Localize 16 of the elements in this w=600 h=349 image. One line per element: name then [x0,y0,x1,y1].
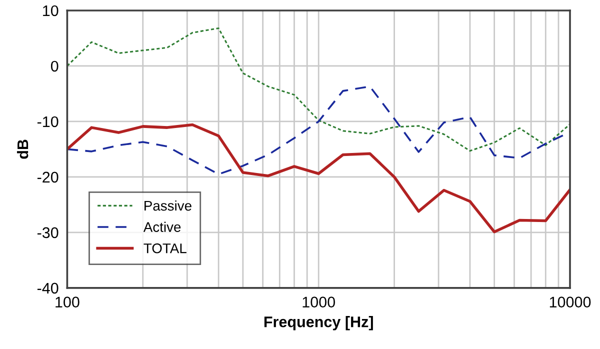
y-tick-label: -30 [37,227,58,238]
line-series [67,27,570,152]
x-tick-label: 1000 [302,296,335,308]
x-axis-title: Frequency [Hz] [264,316,373,330]
y-tick-label: -10 [37,116,58,128]
line-series [67,123,570,234]
y-tick-label: 10 [43,5,58,16]
y-tick-label: 0 [50,60,58,72]
legend-label: Active [143,222,181,232]
x-tick-label: 100 [56,296,80,308]
legend-label: Passive [144,200,192,211]
y-axis-title: dB [16,140,28,159]
y-tick-label: -20 [37,172,58,183]
x-tick-label: 10000 [550,296,591,308]
y-tick-label: -40 [37,282,58,294]
legend-label: TOTAL [144,243,186,254]
